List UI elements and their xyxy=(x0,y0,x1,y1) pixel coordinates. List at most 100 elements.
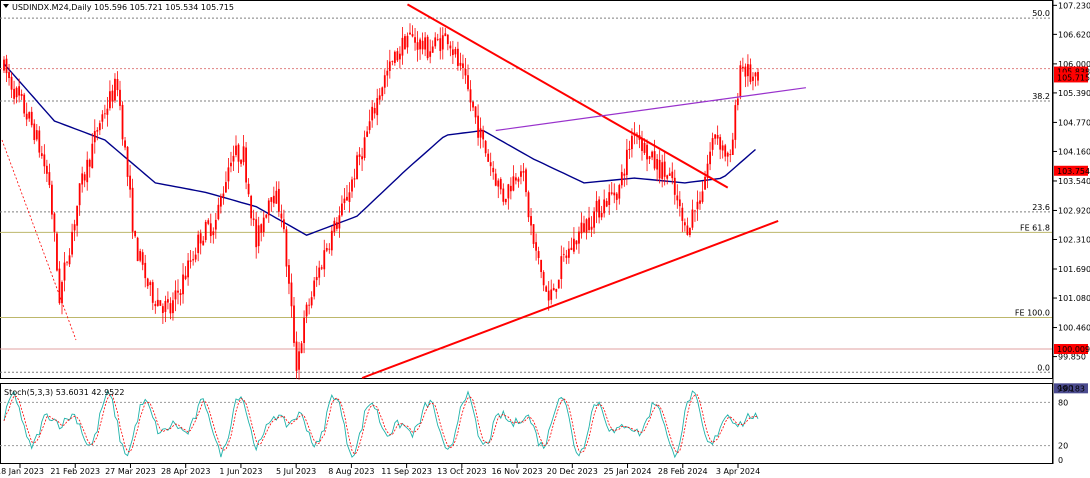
candle xyxy=(752,72,754,91)
candle-body xyxy=(729,154,732,156)
candle-body xyxy=(747,64,749,77)
candle xyxy=(535,233,537,261)
collapse-triangle-icon[interactable] xyxy=(3,4,9,8)
candle-body xyxy=(661,162,664,179)
candle xyxy=(358,147,361,166)
candle xyxy=(459,52,462,71)
candle-body xyxy=(454,48,457,55)
candle-body xyxy=(58,268,61,304)
candle-body xyxy=(35,130,38,140)
candle xyxy=(156,288,159,307)
candle xyxy=(240,159,242,167)
time-axis: 18 Jan 2023 21 Feb 2023 27 Mar 2023 28 Apr … xyxy=(0,464,760,476)
candle-body xyxy=(393,51,396,63)
candle xyxy=(182,263,184,304)
candle xyxy=(661,154,664,188)
candle xyxy=(63,252,66,292)
candle-body xyxy=(424,37,427,50)
candle-body xyxy=(411,34,414,37)
candle xyxy=(411,25,414,38)
candle-body xyxy=(255,219,258,248)
candle xyxy=(237,143,240,173)
candle-body xyxy=(401,37,404,56)
candle xyxy=(603,189,606,218)
candle xyxy=(204,219,207,243)
price-tag xyxy=(1054,66,1088,77)
candle-body xyxy=(270,197,273,202)
candle xyxy=(678,191,681,217)
candle xyxy=(88,158,91,178)
candle-body xyxy=(388,61,391,71)
candle-body xyxy=(230,162,232,167)
candle xyxy=(217,197,220,221)
candle-body xyxy=(298,351,300,370)
candle-body xyxy=(472,101,474,108)
candle-body xyxy=(641,138,643,151)
candle xyxy=(673,169,676,205)
candle xyxy=(525,167,527,197)
price-tag xyxy=(1054,383,1088,394)
x-tick-label: 1 Jun 2023 xyxy=(219,467,262,476)
candle-body xyxy=(673,177,676,195)
candle xyxy=(691,199,694,231)
candle xyxy=(214,212,217,239)
candle xyxy=(232,145,235,171)
candle-body xyxy=(194,254,197,260)
candle xyxy=(366,126,369,138)
candle xyxy=(56,231,58,272)
candle xyxy=(91,133,94,169)
candle-body xyxy=(744,66,747,77)
candle xyxy=(305,302,308,324)
candle-body xyxy=(489,162,492,167)
candle xyxy=(23,92,26,118)
candle xyxy=(474,106,477,124)
candle-body xyxy=(10,76,13,90)
candle-body xyxy=(303,317,305,343)
stoch-scale-label: 0 xyxy=(1058,456,1063,465)
candle-body xyxy=(565,255,568,258)
candle xyxy=(651,150,653,161)
candle xyxy=(714,134,717,145)
candle-body xyxy=(169,303,172,314)
candle-body xyxy=(323,250,326,270)
candle xyxy=(409,23,411,35)
candle-body xyxy=(754,72,757,77)
candle xyxy=(318,260,321,286)
candle-body xyxy=(182,274,184,295)
candle-body xyxy=(631,135,633,150)
candle xyxy=(530,207,532,236)
y-tick-label: 99.850 xyxy=(1058,353,1086,362)
candle-body xyxy=(578,231,580,244)
symbol-header: USDINDX.M24,Daily 105.596 105.721 105.53… xyxy=(3,3,234,12)
candle-body xyxy=(356,155,358,180)
candle-body xyxy=(731,139,734,155)
candle xyxy=(146,277,149,289)
candle-body xyxy=(416,42,419,50)
candle-body xyxy=(532,224,535,244)
candle xyxy=(149,280,152,297)
candle xyxy=(729,149,732,163)
stoch-label: Stoch(5,3,3) 53.6031 42.9522 xyxy=(4,388,124,397)
candle xyxy=(676,184,679,209)
horizontal-levels: 50.0 38.2 23.6 0.0 FE 61.8 FE 100.0 xyxy=(0,9,1052,373)
candle xyxy=(542,270,545,292)
candle-body xyxy=(557,279,560,289)
candle xyxy=(666,174,669,185)
candle xyxy=(43,144,46,174)
candle xyxy=(10,72,13,99)
candle xyxy=(509,177,512,200)
candle xyxy=(381,86,384,101)
candle xyxy=(406,32,409,54)
candle-body xyxy=(335,222,338,229)
candle-body xyxy=(232,155,235,162)
candle xyxy=(414,28,416,51)
candle xyxy=(570,237,573,251)
candle-body xyxy=(262,217,265,233)
candle-body xyxy=(666,175,669,179)
candle xyxy=(111,84,114,109)
price-axis: 107.230 106.620 106.000 105.390 104.770 104.1… xyxy=(1053,1,1090,362)
level-label: FE 61.8 xyxy=(1020,223,1050,232)
candle xyxy=(35,124,38,142)
x-tick-label: 28 Feb 2024 xyxy=(658,467,708,476)
candle xyxy=(298,341,300,380)
